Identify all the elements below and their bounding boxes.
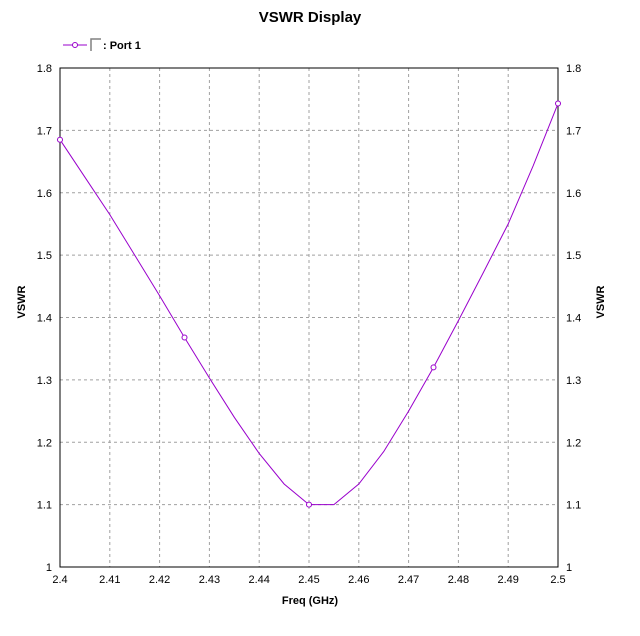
x-tick-labels: 2.4 2.41 2.42 2.43 2.44 2.45 2.46 2.47 2.48 2.49 2… bbox=[52, 574, 565, 586]
y-tick-label-left: 1.1 bbox=[37, 500, 52, 512]
y-tick-label-right: 1.7 bbox=[566, 125, 581, 137]
y-tick-label-left: 1.8 bbox=[37, 63, 52, 75]
legend-marker bbox=[72, 42, 78, 48]
x-tick-label: 2.41 bbox=[99, 574, 120, 586]
x-tick-label: 2.42 bbox=[149, 574, 170, 586]
data-point bbox=[555, 100, 561, 107]
y-axis-label-right: VSWR bbox=[595, 285, 607, 318]
series-layer bbox=[57, 100, 561, 508]
y-tick-label-left: 1.2 bbox=[37, 437, 52, 449]
x-axis-label: Freq (GHz) bbox=[282, 595, 339, 607]
y-tick-label-left: 1.4 bbox=[37, 313, 52, 325]
y-tick-label-right: 1.3 bbox=[566, 375, 581, 387]
legend: : Port 1 bbox=[63, 38, 141, 52]
y-axis-label-left: VSWR bbox=[16, 285, 28, 318]
x-tick-label: 2.46 bbox=[348, 574, 369, 586]
x-tick-label: 2.45 bbox=[298, 574, 319, 586]
y-tick-label-right: 1.8 bbox=[566, 63, 581, 75]
x-tick-label: 2.43 bbox=[199, 574, 220, 586]
x-tick-label: 2.5 bbox=[550, 574, 565, 586]
y-tick-label-right: 1.2 bbox=[566, 437, 581, 449]
data-point bbox=[181, 334, 188, 341]
x-tick-label: 2.44 bbox=[248, 574, 269, 586]
y-tick-label-right: 1 bbox=[566, 562, 572, 574]
data-point bbox=[306, 501, 312, 508]
y-tick-label-right: 1.1 bbox=[566, 500, 581, 512]
y-tick-label-right: 1.5 bbox=[566, 250, 581, 262]
y-tick-label-right: 1.6 bbox=[566, 188, 581, 200]
y-tick-label-right: 1.4 bbox=[566, 313, 581, 325]
y-tick-label-left: 1.7 bbox=[37, 125, 52, 137]
y-tick-label-left: 1.6 bbox=[37, 188, 52, 200]
data-point bbox=[57, 136, 63, 143]
chart-title: VSWR Display bbox=[259, 9, 362, 26]
data-point bbox=[430, 364, 437, 371]
x-tick-label: 2.49 bbox=[497, 574, 518, 586]
grid bbox=[60, 68, 558, 567]
x-tick-label: 2.47 bbox=[398, 574, 419, 586]
legend-label: : Port 1 bbox=[103, 40, 141, 52]
gamma-icon bbox=[90, 38, 101, 51]
x-tick-label: 2.4 bbox=[52, 574, 67, 586]
y-tick-labels-left: 1 1.1 1.2 1.3 1.4 1.5 1.6 1.7 1.8 bbox=[37, 63, 52, 574]
plot-frame bbox=[59, 67, 559, 568]
y-tick-label-left: 1.3 bbox=[37, 375, 52, 387]
y-tick-label-left: 1 bbox=[46, 562, 52, 574]
x-tick-label: 2.48 bbox=[448, 574, 469, 586]
y-tick-label-left: 1.5 bbox=[37, 250, 52, 262]
y-tick-labels-right: 1 1.1 1.2 1.3 1.4 1.5 1.6 1.7 1.8 bbox=[566, 63, 581, 574]
